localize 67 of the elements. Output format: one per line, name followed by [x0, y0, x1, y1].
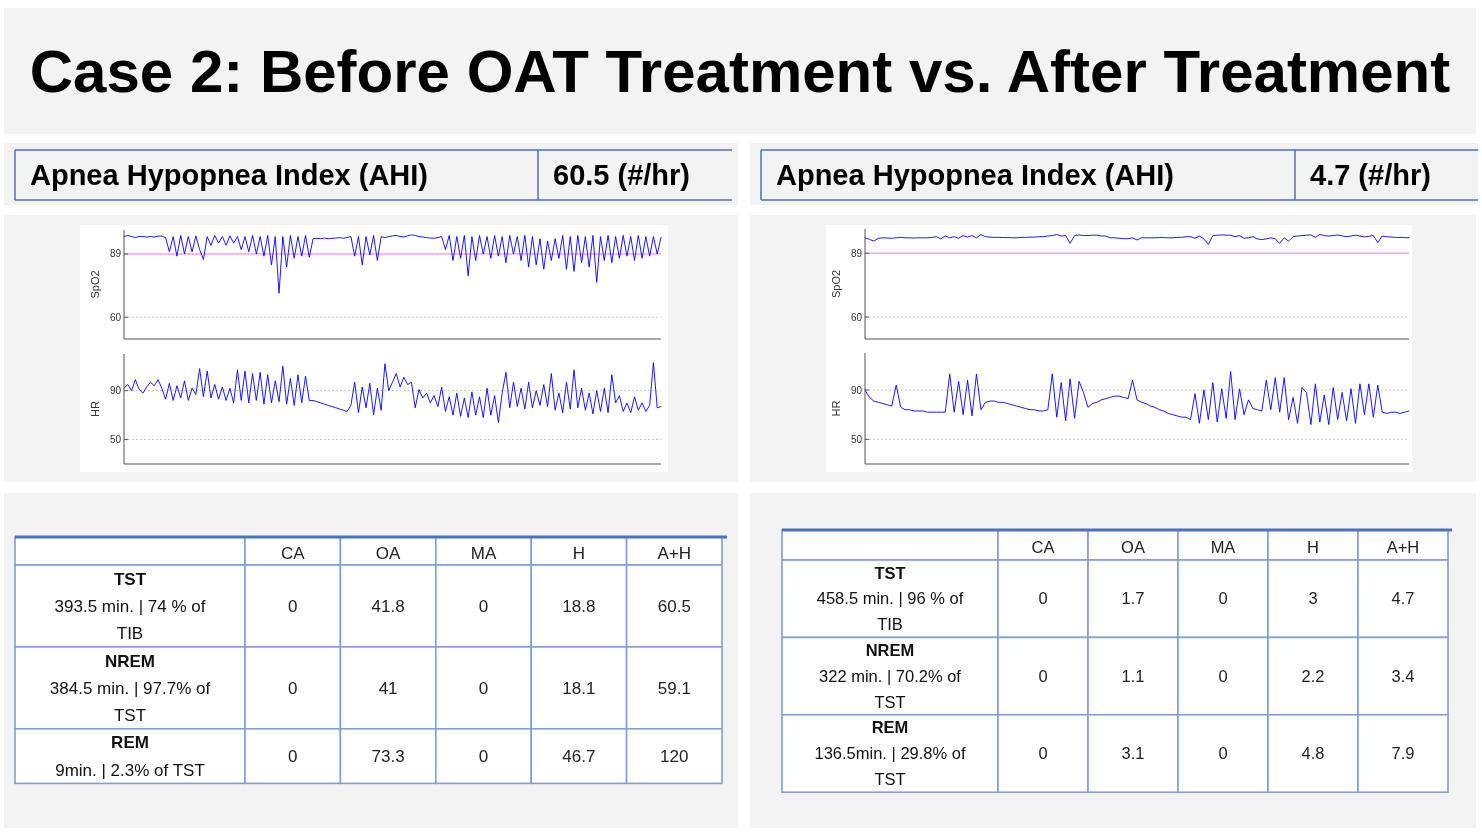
- x-tick-label: A+H: [657, 543, 692, 563]
- y-tick-label: 50: [850, 433, 863, 445]
- data-label: 2.2: [1301, 666, 1325, 685]
- data-label: 120: [660, 747, 689, 767]
- y-tick-label: REM 136.5min. | 29.8% of TST: [814, 718, 966, 789]
- x-tick-label: OA: [1121, 537, 1145, 556]
- data-label: 18.1: [562, 678, 596, 698]
- y-tick-label: TST 393.5 min. | 74 % of TIB: [54, 569, 206, 644]
- text: 60.5 (#/hr): [553, 159, 690, 192]
- y-tick-label: 89: [850, 247, 863, 259]
- x-tick-label: CA: [280, 543, 306, 563]
- x-tick-label: H: [572, 543, 586, 563]
- data-label: 41.8: [371, 596, 405, 616]
- data-label: 0: [287, 678, 298, 698]
- data-label: 3.1: [1121, 744, 1145, 763]
- data-label: 1.1: [1121, 666, 1145, 685]
- x-tick-label: OA: [375, 543, 402, 563]
- data-label: 0: [478, 596, 489, 616]
- x-tick-label: A+H: [1386, 537, 1420, 556]
- line-series: [864, 234, 1410, 245]
- line-series: [123, 234, 662, 294]
- text: Apnea Hypopnea Index (AHI): [776, 159, 1174, 192]
- text: Apnea Hypopnea Index (AHI): [30, 159, 428, 192]
- y-tick-label: 60: [109, 311, 122, 323]
- y-tick-label: TST 458.5 min. | 96 % of TIB: [816, 563, 964, 634]
- data-label: 0: [287, 596, 298, 616]
- y-tick-label: 90: [850, 384, 863, 396]
- data-label: 3: [1308, 589, 1318, 608]
- data-label: 0: [478, 678, 489, 698]
- text: Case 2: Before OAT Treatment vs. After Treatment: [29, 38, 1451, 105]
- data-label: 0: [1038, 666, 1048, 685]
- y-tick-label: NREM 322 min. | 70.2% of TST: [819, 641, 962, 711]
- x-tick-label: H: [1307, 537, 1319, 556]
- data-label: 0: [287, 747, 298, 767]
- data-label: 0: [1038, 744, 1048, 763]
- data-label: 59.1: [657, 678, 691, 698]
- data-label: 0: [1218, 589, 1228, 608]
- y-tick-label: 89: [109, 248, 122, 260]
- data-label: 4.7: [1391, 589, 1415, 608]
- x-tick-label: CA: [1031, 537, 1055, 556]
- y-axis-title: HR: [830, 400, 842, 417]
- y-tick-label: NREM 384.5 min. | 97.7% of TST: [49, 651, 211, 726]
- line-series: [864, 371, 1410, 425]
- y-axis-title: HR: [89, 401, 101, 417]
- data-label: 0: [478, 747, 489, 767]
- data-label: 0: [1218, 666, 1228, 685]
- y-tick-label: REM 9min. | 2.3% of TST: [55, 733, 205, 780]
- data-label: 0: [1038, 589, 1048, 608]
- x-tick-label: MA: [470, 543, 497, 563]
- data-label: 1.7: [1121, 589, 1145, 608]
- y-tick-label: 90: [109, 385, 122, 397]
- data-label: 46.7: [562, 747, 596, 767]
- line-series: [123, 362, 662, 423]
- y-axis-title: SpO2: [830, 269, 842, 299]
- x-tick-label: MA: [1210, 537, 1236, 556]
- text: 4.7 (#/hr): [1310, 159, 1431, 192]
- data-label: 7.9: [1391, 744, 1415, 763]
- y-tick-label: 60: [850, 311, 863, 323]
- data-label: 0: [1218, 744, 1228, 763]
- y-axis-title: SpO2: [89, 270, 101, 299]
- data-label: 60.5: [657, 596, 691, 616]
- data-label: 73.3: [371, 747, 405, 767]
- data-label: 18.8: [562, 596, 596, 616]
- data-label: 3.4: [1391, 666, 1415, 685]
- y-tick-label: 50: [109, 434, 122, 446]
- data-label: 41: [378, 678, 398, 698]
- data-label: 4.8: [1301, 744, 1325, 763]
